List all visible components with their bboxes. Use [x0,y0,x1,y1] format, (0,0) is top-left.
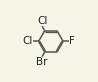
Text: F: F [69,36,75,46]
Text: Br: Br [36,57,47,67]
Text: Cl: Cl [37,16,48,26]
Text: Cl: Cl [22,36,33,46]
